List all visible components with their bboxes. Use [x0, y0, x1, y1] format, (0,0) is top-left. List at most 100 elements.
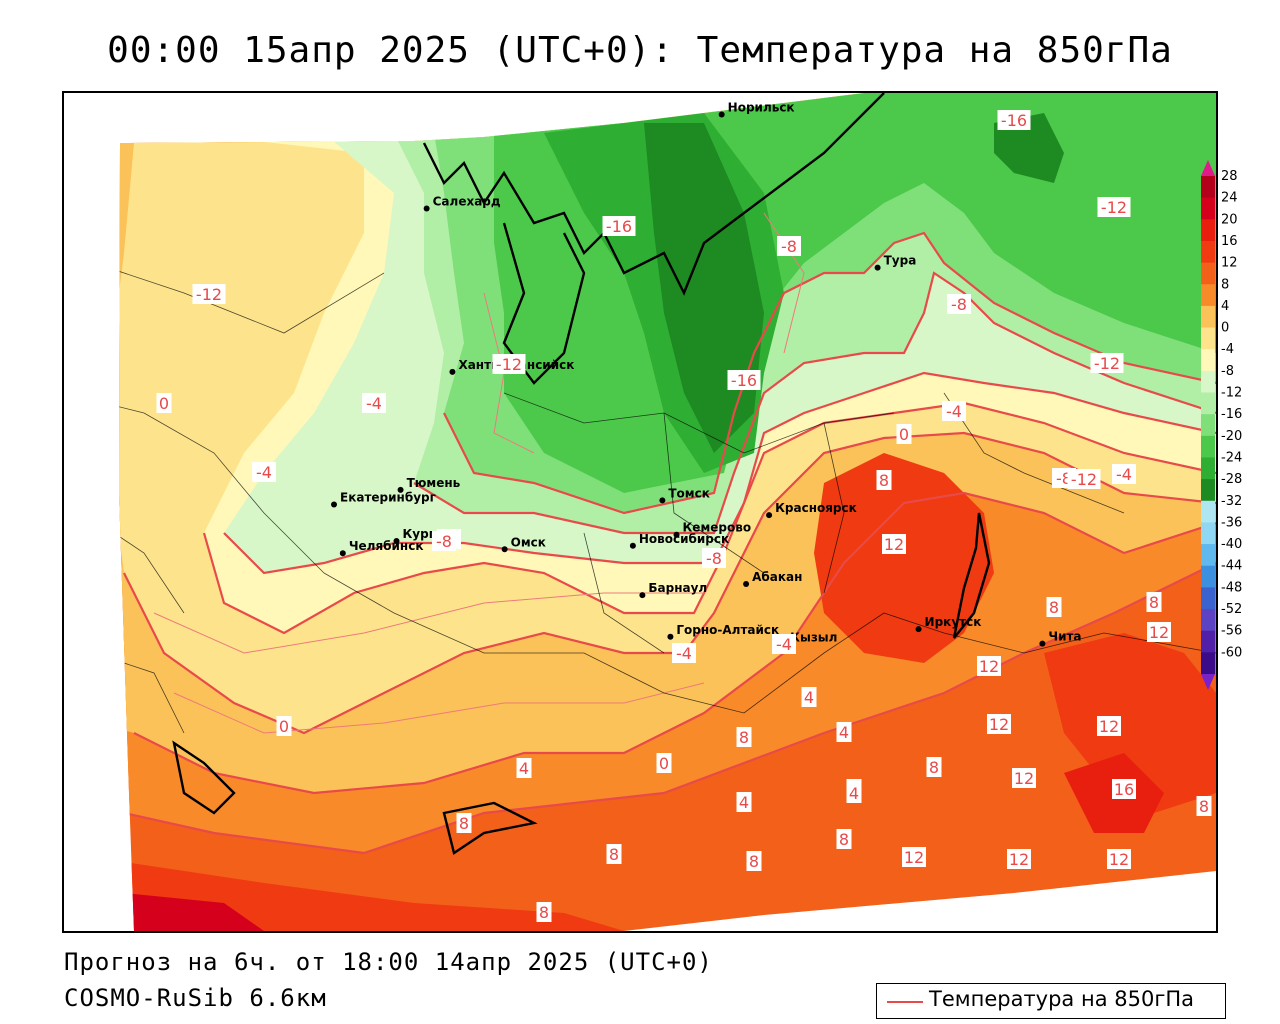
isotherm-label-box	[1112, 464, 1136, 484]
colorbar-tick-label: -36	[1221, 515, 1242, 530]
isotherm-label-box	[1107, 849, 1131, 869]
isotherm-label: 12	[979, 657, 999, 676]
isotherm-label-box	[492, 354, 526, 374]
isotherm-label: -12	[496, 355, 522, 374]
isotherm-label-box	[1097, 197, 1131, 217]
city-label: Барнаул	[648, 581, 707, 595]
colorbar-swatch	[1201, 305, 1215, 329]
legend: Температура на 850гПа	[876, 983, 1226, 1019]
city-label: Тюмень	[407, 476, 461, 490]
colorbar-tick-label: -52	[1221, 602, 1242, 617]
colorbar-swatch	[1201, 652, 1215, 675]
colorbar-swatch	[1201, 370, 1215, 394]
isotherm-label: -4	[946, 402, 962, 421]
isotherm-label-box	[602, 216, 636, 236]
colorbar-top-arrow	[1201, 160, 1215, 176]
colorbar-tick-label: -16	[1221, 407, 1242, 422]
colorbar-tick-label: -56	[1221, 624, 1242, 639]
colorbar-tick-label: 8	[1221, 277, 1229, 292]
colorbar-swatch	[1201, 219, 1215, 242]
colorbar-swatch	[1201, 587, 1215, 610]
colorbar-swatch	[1201, 392, 1215, 415]
colorbar-tick-label: 24	[1221, 191, 1238, 206]
colorbar-tick-label: -24	[1221, 450, 1242, 465]
isotherm-label-box	[456, 813, 472, 833]
isotherm-label: 12	[989, 715, 1009, 734]
colorbar-tick-label: 28	[1221, 169, 1238, 184]
colorbar-swatch	[1201, 544, 1215, 567]
isotherm-label: 8	[1049, 598, 1059, 617]
isotherm-label-box	[276, 716, 292, 736]
city-dot	[501, 546, 508, 553]
city-dot	[393, 537, 400, 544]
city-dot	[339, 550, 346, 557]
city-label: Екатеринбург	[340, 490, 436, 504]
isotherm-label-box	[672, 643, 696, 663]
colorbar-swatch	[1201, 457, 1215, 480]
city-dot	[718, 111, 725, 118]
isotherm-label-box	[987, 714, 1011, 734]
isotherm-label-box	[926, 757, 942, 777]
isotherm-label: -8	[436, 532, 452, 551]
colorbar-tick-label: 0	[1221, 321, 1229, 336]
colorbar-tick-label: 12	[1221, 256, 1238, 271]
isotherm-label: -8	[781, 237, 797, 256]
isotherm-label-box	[997, 110, 1031, 130]
isotherm-label: 8	[609, 845, 619, 864]
city-label: Кемерово	[683, 521, 752, 535]
isotherm-label-box	[1147, 622, 1171, 642]
isotherm-label-box	[702, 548, 726, 568]
isotherm-label: 8	[739, 728, 749, 747]
city-label: Омск	[511, 535, 546, 549]
isotherm-label: 8	[539, 903, 549, 922]
legend-label: Температура на 850гПа	[929, 987, 1195, 1011]
colorbar-swatch	[1201, 500, 1215, 523]
isotherm-label-box	[896, 424, 912, 444]
isotherm-label-box	[1090, 353, 1124, 373]
isotherm-label: -4	[256, 463, 272, 482]
colorbar-tick-label: -12	[1221, 386, 1242, 401]
isotherm-label-box	[846, 783, 862, 803]
isotherm-label-box	[516, 758, 532, 778]
isotherm-label: 4	[849, 784, 859, 803]
isotherm-label-box	[902, 847, 926, 867]
colorbar-swatch	[1201, 349, 1215, 372]
isotherm-label: 12	[1009, 850, 1029, 869]
isotherm-label-box	[836, 722, 852, 742]
isotherm-label: -12	[196, 285, 222, 304]
colorbar-tick-label: -8	[1221, 364, 1234, 379]
forecast-map: НорильскЯкутскСалехардТураХанты-Мансийск…	[62, 91, 1218, 933]
colorbar-swatch	[1201, 240, 1215, 264]
isotherm-label-box	[947, 294, 971, 314]
city-label: Челябинск	[349, 539, 424, 553]
isotherm-label: 4	[804, 688, 814, 707]
colorbar-swatch	[1201, 327, 1215, 350]
city-dot	[639, 592, 646, 599]
isotherm-label-box	[536, 902, 552, 922]
isotherm-label-box	[606, 844, 622, 864]
colorbar-swatch	[1201, 522, 1215, 545]
colorbar-tick-label: -4	[1221, 342, 1234, 357]
isotherm-label-box	[736, 792, 752, 812]
city-dot	[743, 581, 750, 588]
isotherm-label: -16	[606, 217, 632, 236]
colorbar-swatch	[1201, 565, 1215, 588]
legend-line-swatch	[887, 1001, 923, 1003]
isotherm-label: -8	[706, 549, 722, 568]
isotherm-label: 12	[884, 535, 904, 554]
city-dot	[331, 501, 337, 508]
isotherm-label: 8	[929, 758, 939, 777]
colorbar-swatch	[1201, 479, 1215, 502]
colorbar-tick-label: -40	[1221, 537, 1242, 552]
isotherm-label-box	[1146, 592, 1162, 612]
city-label: Кызыл	[790, 630, 837, 644]
city-dot	[766, 512, 773, 519]
isotherm-label: 12	[1014, 769, 1034, 788]
colorbar-tick-label: 16	[1221, 234, 1238, 249]
isotherm-label-box	[801, 687, 817, 707]
isotherm-label: 4	[839, 723, 849, 742]
isotherm-label-box	[192, 284, 226, 304]
isotherm-label-box	[882, 534, 906, 554]
city-label: Абакан	[752, 570, 802, 584]
isotherm-label: -4	[776, 635, 792, 654]
